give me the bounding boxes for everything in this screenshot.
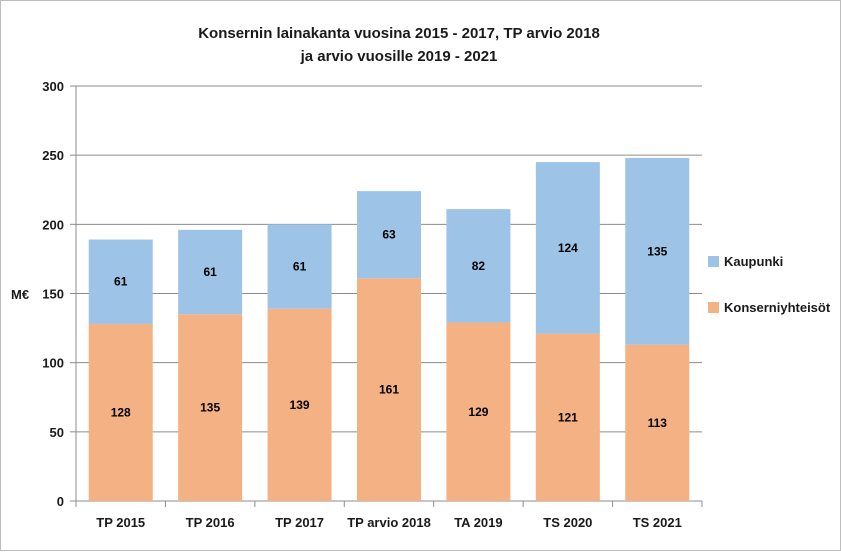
y-tick-label-200: 200 (42, 217, 64, 232)
chart-title-line-2: ja arvio vuosille 2019 - 2021 (300, 48, 498, 65)
bar-kaupunki-4 (446, 209, 511, 323)
x-tick-label: TP 2017 (275, 515, 324, 530)
y-tick-label-100: 100 (42, 356, 64, 371)
bar-kaupunki-0 (88, 239, 153, 324)
x-tick-label: TA 2019 (454, 515, 502, 530)
data-label: 135 (200, 401, 220, 415)
x-tick-label: TS 2020 (543, 515, 592, 530)
legend: Kaupunki Konserniyhteisöt (708, 254, 831, 315)
bar-konserniyhteisot-2 (267, 308, 332, 501)
bar-kaupunki-6 (625, 157, 690, 345)
x-tick-label: TP arvio 2018 (347, 515, 431, 530)
data-label: 135 (647, 244, 667, 258)
bar-konserniyhteisot-0 (88, 323, 153, 501)
x-tick-label: TP 2016 (186, 515, 235, 530)
bar-konserniyhteisot-3 (357, 278, 421, 501)
bar-konserniyhteisot-4 (446, 322, 511, 501)
data-label: 124 (558, 241, 578, 255)
data-label: 129 (468, 405, 488, 419)
y-tick-label-300: 300 (42, 79, 64, 94)
bar-kaupunki-5 (535, 162, 600, 334)
data-label: 61 (293, 260, 307, 274)
data-label: 128 (111, 405, 131, 419)
bars: 128 61 135 61 139 61 161 63 129 82 121 124 113 135 (88, 157, 690, 501)
x-tick-label: TP 2015 (96, 515, 145, 530)
bar-konserniyhteisot-5 (535, 333, 600, 501)
bar-kaupunki-1 (178, 229, 243, 315)
legend-swatch (708, 256, 719, 267)
data-label: 161 (379, 383, 399, 397)
data-label: 61 (203, 265, 217, 279)
x-tick-label: TS 2021 (633, 515, 682, 530)
bar-kaupunki-2 (267, 224, 332, 309)
bar-konserniyhteisot-1 (178, 314, 243, 501)
y-tick-label-250: 250 (42, 148, 64, 163)
data-label: 63 (382, 228, 396, 242)
data-label: 121 (558, 410, 578, 424)
legend-label: Konserniyhteisöt (724, 300, 831, 315)
chart-title-line-1: Konsernin lainakanta vuosina 2015 - 2017… (198, 25, 600, 42)
data-label: 139 (290, 398, 310, 412)
data-label: 61 (114, 275, 128, 289)
y-axis-label: M€ (11, 287, 29, 302)
data-label: 82 (472, 259, 486, 273)
data-label: 113 (648, 416, 668, 430)
y-tick-label-150: 150 (42, 287, 64, 302)
legend-label: Kaupunki (724, 254, 783, 269)
y-tick-label-0: 0 (57, 494, 64, 509)
x-axis-ticks: TP 2015 TP 2016 TP 2017 TP arvio 2018 TA 201… (75, 501, 703, 530)
legend-swatch (708, 302, 719, 313)
y-tick-label-50: 50 (50, 425, 64, 440)
bar-konserniyhteisot-6 (625, 344, 690, 501)
y-axis-ticks: 0 50 100 150 200 250 300 (42, 79, 77, 509)
bar-kaupunki-3 (357, 191, 421, 279)
